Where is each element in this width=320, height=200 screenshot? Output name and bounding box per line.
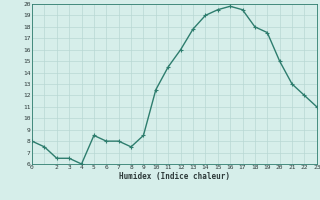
X-axis label: Humidex (Indice chaleur): Humidex (Indice chaleur) [119,172,230,181]
